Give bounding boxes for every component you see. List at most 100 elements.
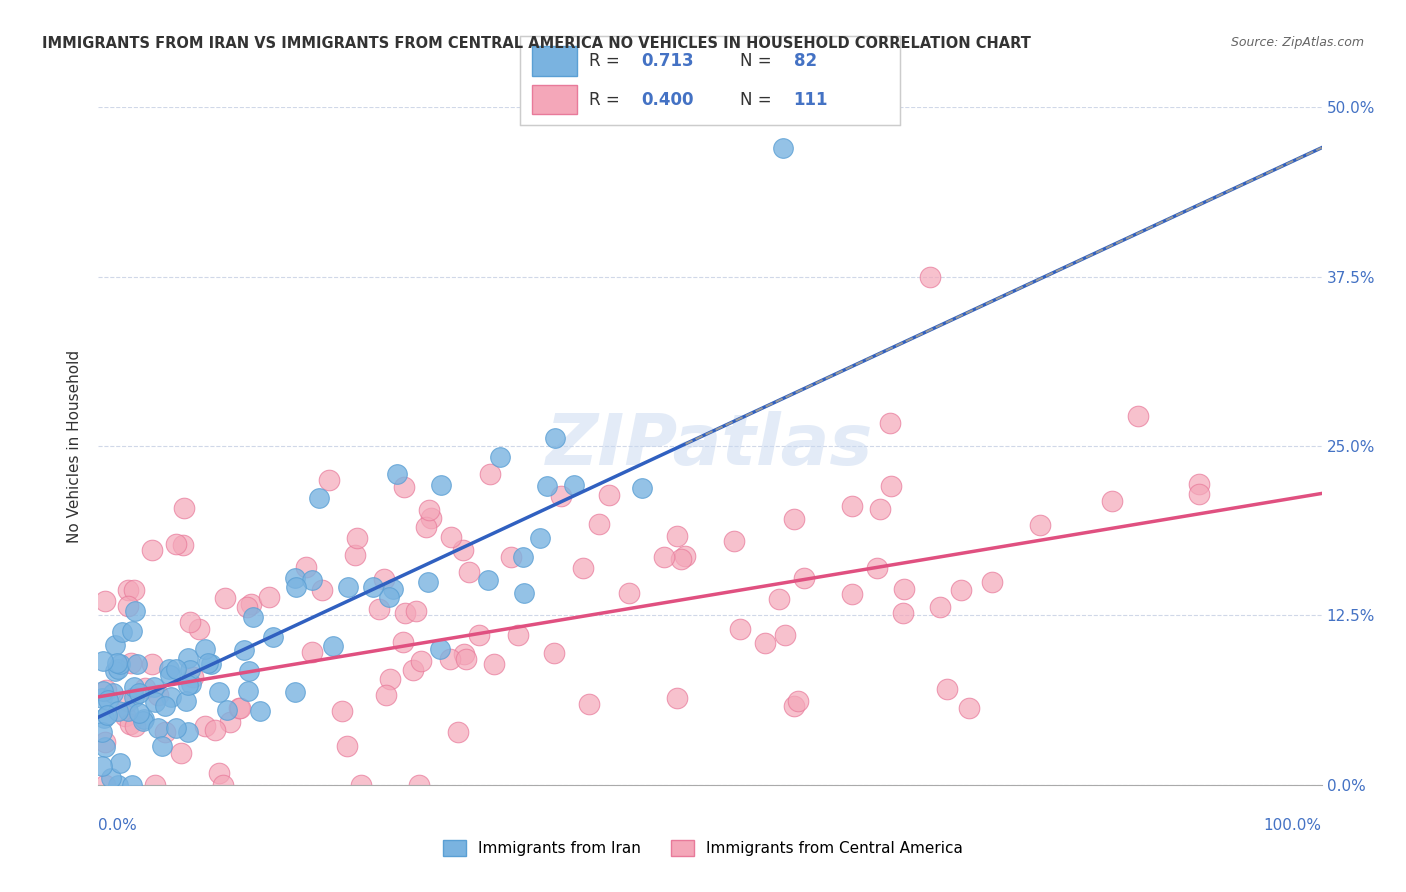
Point	[477, 573, 499, 587]
Y-axis label: No Vehicles in Household: No Vehicles in Household	[67, 350, 83, 542]
Point	[619, 586, 641, 600]
Point	[451, 542, 474, 557]
Point	[562, 478, 585, 492]
Point	[108, 756, 131, 770]
Point	[501, 550, 523, 565]
Point	[208, 766, 231, 780]
Point	[401, 663, 423, 677]
Point	[415, 520, 437, 534]
Text: N =: N =	[741, 91, 778, 109]
Point	[723, 534, 745, 549]
Point	[468, 628, 491, 642]
Point	[117, 694, 139, 708]
Point	[122, 680, 145, 694]
Point	[950, 582, 973, 597]
Point	[105, 656, 128, 670]
Point	[869, 502, 891, 516]
Point	[249, 704, 271, 718]
Point	[94, 740, 117, 755]
Point	[134, 712, 156, 726]
Point	[453, 647, 475, 661]
Point	[893, 606, 915, 620]
Point	[588, 516, 610, 531]
Point	[957, 701, 980, 715]
Point	[238, 664, 260, 678]
Point	[177, 651, 200, 665]
Point	[122, 690, 145, 704]
Point	[150, 739, 173, 753]
Point	[1128, 409, 1150, 423]
Point	[928, 599, 950, 614]
Point	[93, 735, 115, 749]
Point	[385, 467, 408, 482]
Point	[173, 500, 195, 515]
Point	[301, 573, 323, 587]
Point	[578, 698, 600, 712]
Point	[91, 691, 114, 706]
Point	[110, 657, 132, 671]
Point	[91, 654, 114, 668]
Point	[669, 552, 692, 566]
Point	[512, 586, 534, 600]
Point	[165, 537, 187, 551]
Point	[571, 561, 593, 575]
Point	[408, 778, 430, 792]
Point	[284, 580, 307, 594]
Point	[429, 642, 451, 657]
Point	[104, 638, 127, 652]
Point	[93, 711, 115, 725]
Point	[165, 662, 187, 676]
Point	[159, 668, 181, 682]
Text: 111: 111	[793, 91, 828, 109]
Point	[208, 684, 231, 698]
Point	[104, 664, 127, 678]
Point	[439, 651, 461, 665]
Point	[128, 706, 150, 721]
Point	[125, 657, 148, 671]
Point	[153, 724, 176, 739]
Point	[665, 528, 688, 542]
Point	[172, 538, 194, 552]
Point	[111, 625, 134, 640]
Point	[598, 488, 620, 502]
Text: 82: 82	[793, 52, 817, 70]
Point	[141, 657, 163, 672]
Point	[330, 704, 353, 718]
Point	[122, 582, 145, 597]
Text: IMMIGRANTS FROM IRAN VS IMMIGRANTS FROM CENTRAL AMERICA NO VEHICLES IN HOUSEHOLD: IMMIGRANTS FROM IRAN VS IMMIGRANTS FROM …	[42, 36, 1031, 51]
Point	[394, 606, 416, 620]
Point	[259, 591, 281, 605]
Point	[1101, 494, 1123, 508]
Point	[176, 678, 198, 692]
Text: 0.400: 0.400	[641, 91, 695, 109]
Point	[373, 572, 395, 586]
Point	[143, 778, 166, 792]
Point	[179, 615, 201, 629]
FancyBboxPatch shape	[531, 46, 578, 76]
Point	[458, 565, 481, 579]
Point	[841, 587, 863, 601]
Point	[120, 657, 142, 671]
Point	[405, 604, 427, 618]
Point	[420, 511, 443, 525]
Point	[124, 719, 146, 733]
Point	[506, 628, 529, 642]
Point	[374, 688, 396, 702]
Point	[107, 705, 129, 719]
Text: N =: N =	[741, 52, 778, 70]
Point	[440, 530, 463, 544]
Point	[318, 473, 340, 487]
Point	[121, 624, 143, 639]
Point	[754, 636, 776, 650]
Text: R =: R =	[589, 91, 624, 109]
Point	[118, 717, 141, 731]
Point	[411, 654, 433, 668]
Point	[236, 683, 259, 698]
Point	[188, 622, 211, 636]
Point	[180, 677, 202, 691]
Point	[242, 610, 264, 624]
Point	[367, 601, 389, 615]
Point	[117, 599, 139, 613]
Point	[284, 571, 307, 585]
Point	[217, 703, 239, 717]
